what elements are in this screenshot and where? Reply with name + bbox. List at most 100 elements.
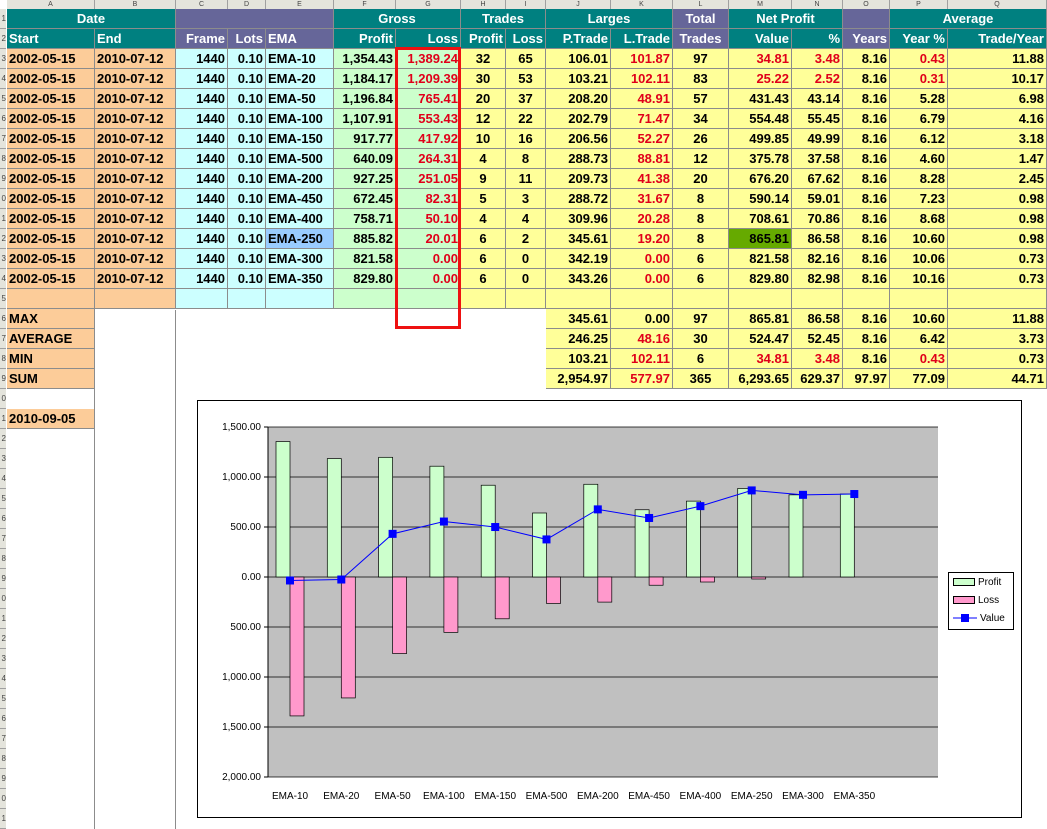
table-cell[interactable]: 70.86 bbox=[792, 209, 843, 229]
table-cell[interactable]: EMA-150 bbox=[266, 129, 334, 149]
stat-value[interactable]: 44.71 bbox=[948, 369, 1047, 389]
stat-label[interactable]: SUM bbox=[7, 369, 95, 389]
stat-value[interactable]: 577.97 bbox=[611, 369, 673, 389]
table-cell[interactable]: 8.16 bbox=[843, 69, 890, 89]
table-cell[interactable]: 32 bbox=[461, 49, 506, 69]
table-cell[interactable]: 101.87 bbox=[611, 49, 673, 69]
row-number[interactable]: 5 bbox=[0, 289, 6, 309]
stat-value[interactable]: 2,954.97 bbox=[546, 369, 611, 389]
table-cell[interactable]: 865.81 bbox=[729, 229, 792, 249]
table-cell[interactable]: 6 bbox=[461, 229, 506, 249]
table-cell[interactable]: 8.16 bbox=[843, 129, 890, 149]
table-cell[interactable]: 6.12 bbox=[890, 129, 948, 149]
table-cell[interactable]: 20 bbox=[461, 89, 506, 109]
table-cell[interactable]: 82.16 bbox=[792, 249, 843, 269]
table-cell[interactable]: 264.31 bbox=[396, 149, 461, 169]
table-cell[interactable]: 0.10 bbox=[228, 169, 266, 189]
table-cell[interactable]: 8.16 bbox=[843, 169, 890, 189]
table-cell[interactable]: 2.52 bbox=[792, 69, 843, 89]
table-cell[interactable]: 1440 bbox=[176, 189, 228, 209]
table-cell[interactable]: 590.14 bbox=[729, 189, 792, 209]
table-cell[interactable]: 0.10 bbox=[228, 109, 266, 129]
table-cell[interactable]: 6.79 bbox=[890, 109, 948, 129]
table-cell[interactable]: 6 bbox=[673, 249, 729, 269]
table-cell[interactable]: 708.61 bbox=[729, 209, 792, 229]
row-number[interactable]: 0 bbox=[0, 189, 6, 209]
table-cell[interactable]: 1440 bbox=[176, 229, 228, 249]
table-cell[interactable]: 8.16 bbox=[843, 49, 890, 69]
row-number[interactable]: 2 bbox=[0, 429, 6, 449]
table-cell[interactable]: EMA-300 bbox=[266, 249, 334, 269]
table-cell[interactable]: EMA-250 bbox=[266, 229, 334, 249]
table-cell[interactable]: 345.61 bbox=[546, 229, 611, 249]
row-number[interactable]: 8 bbox=[0, 549, 6, 569]
stat-value[interactable]: 8.16 bbox=[843, 309, 890, 329]
empty-cell[interactable] bbox=[948, 289, 1047, 309]
column-label[interactable]: Trades bbox=[673, 29, 729, 49]
row-number[interactable]: 3 bbox=[0, 649, 6, 669]
table-cell[interactable]: 2010-07-12 bbox=[95, 89, 176, 109]
row-number[interactable]: 1 bbox=[0, 9, 6, 29]
table-cell[interactable]: 52.27 bbox=[611, 129, 673, 149]
table-cell[interactable]: 2002-05-15 bbox=[7, 169, 95, 189]
stat-value[interactable]: 52.45 bbox=[792, 329, 843, 349]
row-number[interactable]: 1 bbox=[0, 809, 6, 829]
table-cell[interactable]: 2010-07-12 bbox=[95, 209, 176, 229]
stat-value[interactable]: 11.88 bbox=[948, 309, 1047, 329]
table-cell[interactable]: 67.62 bbox=[792, 169, 843, 189]
table-cell[interactable]: 1,107.91 bbox=[334, 109, 396, 129]
table-cell[interactable]: 309.96 bbox=[546, 209, 611, 229]
column-label[interactable]: Start bbox=[7, 29, 95, 49]
empty-cell[interactable] bbox=[176, 289, 228, 309]
table-cell[interactable]: 288.73 bbox=[546, 149, 611, 169]
table-cell[interactable]: 1,196.84 bbox=[334, 89, 396, 109]
table-cell[interactable]: 55.45 bbox=[792, 109, 843, 129]
empty-cell[interactable] bbox=[546, 289, 611, 309]
row-number[interactable]: 8 bbox=[0, 749, 6, 769]
table-cell[interactable]: 2002-05-15 bbox=[7, 229, 95, 249]
column-label[interactable]: L.Trade bbox=[611, 29, 673, 49]
row-number[interactable]: 2 bbox=[0, 629, 6, 649]
table-cell[interactable]: 20 bbox=[673, 169, 729, 189]
column-label[interactable]: Year % bbox=[890, 29, 948, 49]
table-cell[interactable]: 499.85 bbox=[729, 129, 792, 149]
header-net-profit[interactable]: Net Profit bbox=[729, 9, 843, 29]
table-cell[interactable]: 2002-05-15 bbox=[7, 69, 95, 89]
table-cell[interactable]: 106.01 bbox=[546, 49, 611, 69]
column-header[interactable]: H bbox=[461, 0, 506, 9]
table-cell[interactable]: 86.58 bbox=[792, 229, 843, 249]
table-cell[interactable]: 50.10 bbox=[396, 209, 461, 229]
row-number[interactable]: 4 bbox=[0, 269, 6, 289]
row-number[interactable]: 0 bbox=[0, 589, 6, 609]
column-label[interactable]: Lots bbox=[228, 29, 266, 49]
stat-value[interactable]: 97.97 bbox=[843, 369, 890, 389]
table-cell[interactable]: 4.60 bbox=[890, 149, 948, 169]
table-cell[interactable]: EMA-20 bbox=[266, 69, 334, 89]
table-cell[interactable]: 11 bbox=[506, 169, 546, 189]
column-header[interactable]: P bbox=[890, 0, 948, 9]
table-cell[interactable]: 2010-07-12 bbox=[95, 149, 176, 169]
column-header[interactable]: E bbox=[266, 0, 334, 9]
column-header[interactable]: F bbox=[334, 0, 396, 9]
table-cell[interactable]: 2010-07-12 bbox=[95, 49, 176, 69]
row-number[interactable]: 7 bbox=[0, 329, 6, 349]
table-cell[interactable]: 0.00 bbox=[396, 249, 461, 269]
table-cell[interactable]: 1440 bbox=[176, 249, 228, 269]
row-number[interactable]: 8 bbox=[0, 349, 6, 369]
table-cell[interactable]: 3.18 bbox=[948, 129, 1047, 149]
column-header[interactable]: A bbox=[7, 0, 95, 9]
table-cell[interactable]: EMA-350 bbox=[266, 269, 334, 289]
table-cell[interactable]: 1.47 bbox=[948, 149, 1047, 169]
column-header[interactable]: L bbox=[673, 0, 729, 9]
table-cell[interactable]: 0.10 bbox=[228, 89, 266, 109]
table-cell[interactable]: 37 bbox=[506, 89, 546, 109]
stat-value[interactable]: 97 bbox=[673, 309, 729, 329]
column-label[interactable]: Profit bbox=[334, 29, 396, 49]
stat-value[interactable]: 6,293.65 bbox=[729, 369, 792, 389]
table-cell[interactable]: 0.10 bbox=[228, 209, 266, 229]
table-cell[interactable]: 821.58 bbox=[729, 249, 792, 269]
table-cell[interactable]: 2010-07-12 bbox=[95, 189, 176, 209]
table-cell[interactable]: 31.67 bbox=[611, 189, 673, 209]
table-cell[interactable]: 0.10 bbox=[228, 249, 266, 269]
table-cell[interactable]: 0.10 bbox=[228, 149, 266, 169]
